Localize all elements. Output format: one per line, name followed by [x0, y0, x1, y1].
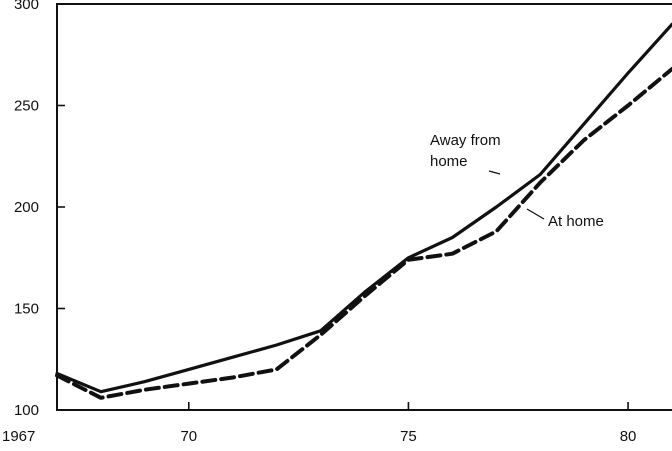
axis-frame	[56, 3, 672, 411]
series-line-away-from-home	[55, 22, 672, 394]
y-tick-label-3: 250	[14, 98, 39, 115]
x-tick-label-1: 70	[180, 428, 197, 445]
y-tick-label-0: 100	[14, 402, 39, 419]
y-tick-label-1: 150	[14, 301, 39, 318]
series-label-away-line2: home	[430, 153, 468, 170]
x-tick-label-3: 80	[620, 428, 637, 445]
y-tick-label-4: 300	[14, 0, 39, 13]
series-label-away-line1: Away from	[430, 132, 501, 149]
series-label-away-pointer	[488, 170, 501, 175]
series-label-athome: At home	[548, 213, 604, 230]
series-label-athome-pointer	[526, 208, 545, 220]
y-tick-label-2: 200	[14, 199, 39, 216]
series-line-at-home	[55, 67, 672, 400]
x-tick-label-2: 75	[400, 428, 417, 445]
x-tick-label-0: 1967	[2, 428, 35, 445]
series-layer	[55, 22, 672, 400]
x-axis-ticks: 1967 70 75 80	[2, 402, 636, 445]
